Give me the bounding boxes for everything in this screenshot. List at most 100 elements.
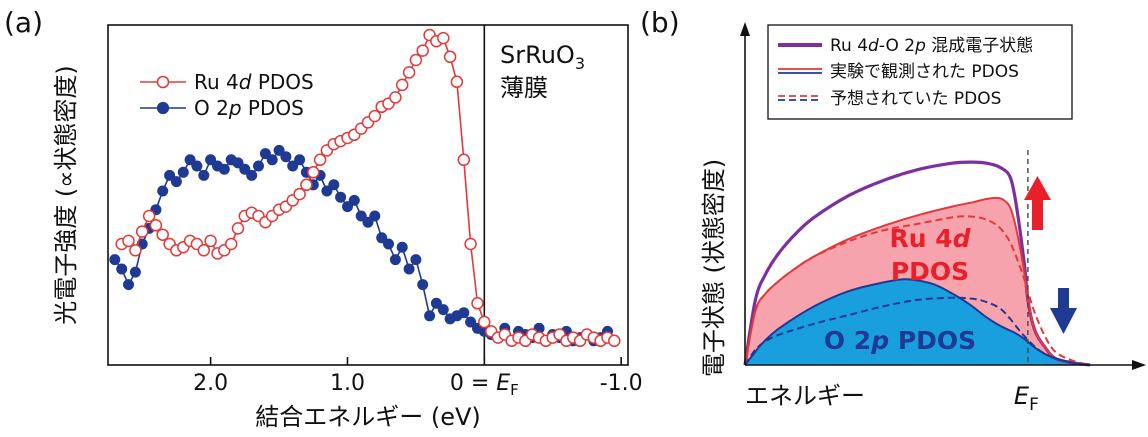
data-point-o2p	[389, 254, 401, 266]
data-point-ru4d	[135, 225, 149, 238]
data-point-ru4d	[313, 153, 327, 167]
data-point-ru4d	[478, 315, 491, 329]
legend-b: Ru 4d-O 2p 混成電子状態 実験で観測された PDOS 予想されていた …	[767, 24, 1073, 120]
data-point-ru4d	[437, 31, 450, 45]
data-point-o2p	[328, 179, 340, 191]
legend-b-label-observed: 実験で観測された PDOS	[830, 62, 1019, 82]
data-point-ru4d	[197, 244, 211, 257]
data-point-o2p	[321, 185, 333, 197]
data-point-o2p	[280, 151, 292, 163]
data-point-o2p	[109, 254, 121, 266]
data-point-o2p	[239, 163, 251, 175]
data-point-o2p	[198, 169, 210, 181]
panel-a-label: (a)	[4, 6, 43, 39]
data-point-ru4d	[457, 153, 471, 167]
fills-b	[745, 197, 1090, 365]
legend-b-label-predicted: 予想されていた PDOS	[830, 89, 1001, 109]
x-ticks-a: 2.0 1.0 0 = EF -1.0	[193, 357, 643, 399]
data-point-o2p	[342, 201, 353, 213]
data-point-o2p	[424, 310, 436, 322]
legend-item-o2p: O 2p PDOS	[140, 96, 304, 120]
x-axis-title-a: 結合エネルギー (eV)	[255, 403, 481, 431]
o2p-filled-area	[745, 279, 1090, 365]
data-point-o2p	[458, 307, 470, 319]
data-point-ru4d	[307, 166, 320, 179]
legend-b-item-observed: 実験で観測された PDOS	[778, 62, 1019, 82]
data-point-o2p	[246, 169, 258, 181]
legend-marker-o2p	[156, 101, 170, 115]
data-point-ru4d	[129, 244, 142, 257]
data-point-ru4d	[464, 237, 477, 251]
data-point-o2p	[205, 154, 217, 166]
data-point-ru4d	[395, 78, 409, 92]
legend-b-label-hybrid: Ru 4d-O 2p 混成電子状態	[830, 36, 1033, 56]
data-point-ru4d	[300, 178, 313, 192]
data-point-o2p	[191, 160, 203, 172]
data-point-ru4d	[443, 50, 457, 64]
series-group-a	[109, 28, 621, 348]
data-point-o2p	[417, 279, 429, 291]
up-arrow-shaft	[1032, 196, 1043, 230]
data-point-o2p	[259, 148, 271, 160]
data-point-ru4d	[368, 109, 382, 123]
data-point-o2p	[362, 216, 374, 228]
y-axis-title-b: 電子状態 (状態密度)	[700, 159, 728, 377]
x-axis-title-b: エネルギー	[745, 382, 865, 410]
data-point-ru4d	[389, 91, 402, 104]
data-point-ru4d	[122, 234, 135, 248]
data-point-o2p	[396, 241, 408, 253]
data-point-o2p	[465, 316, 477, 328]
data-point-ru4d	[608, 334, 621, 348]
x-axis-arrowhead	[1132, 360, 1146, 370]
data-point-o2p	[403, 263, 415, 275]
legend-b-item-predicted: 予想されていた PDOS	[778, 89, 1001, 109]
data-point-o2p	[287, 160, 299, 172]
panel-b: (b) 電子状態 (状態密度) エネルギー EF Ru 4d PDOS O 2p…	[640, 6, 1146, 415]
data-point-ru4d	[402, 66, 416, 79]
data-point-o2p	[232, 157, 244, 169]
data-point-o2p	[348, 194, 360, 206]
data-point-o2p	[355, 210, 367, 222]
data-point-o2p	[266, 154, 278, 166]
data-point-ru4d	[224, 237, 238, 251]
down-arrow-head	[1050, 308, 1077, 334]
ru4d-fill-label-line1: Ru 4d	[889, 224, 971, 253]
curve-ru4d-observed	[744, 196, 1091, 366]
panel-b-label: (b)	[640, 6, 680, 39]
panel-a: (a) 2.0 1.0 0 = EF -1.0 光電子強度 (∝状態密度) 結合エネル…	[4, 6, 643, 431]
ru4d-fill-label-line2: PDOS	[891, 257, 969, 286]
legend-a: Ru 4d PDOS O 2p PDOS	[140, 70, 314, 120]
up-arrow-head	[1024, 176, 1051, 200]
legend-label-ru4d: Ru 4d PDOS	[194, 70, 314, 94]
data-point-o2p	[184, 154, 196, 166]
down-arrow-shaft	[1058, 288, 1069, 312]
data-point-ru4d	[231, 222, 245, 235]
y-axis-title-a: 光電子強度 (∝状態密度)	[52, 65, 80, 325]
x-tick-label: 1.0	[330, 371, 365, 396]
fermi-energy-label: EF	[1014, 382, 1039, 415]
data-point-o2p	[129, 266, 141, 278]
film-label-line2: 薄膜	[500, 74, 548, 102]
curve-ru4d-predicted	[744, 215, 1091, 366]
data-point-o2p	[273, 144, 285, 156]
legend-item-ru4d: Ru 4d PDOS	[140, 70, 314, 94]
plot-frame-a	[107, 24, 629, 366]
data-point-o2p	[383, 238, 394, 250]
legend-marker-ru4d	[156, 75, 170, 89]
data-point-ru4d	[142, 209, 156, 223]
data-point-o2p	[369, 210, 381, 222]
data-point-ru4d	[409, 53, 423, 67]
data-point-ru4d	[416, 44, 429, 57]
legend-b-frame	[767, 24, 1073, 120]
x-tick-label: -1.0	[600, 371, 643, 396]
curve-o2p-predicted	[744, 296, 1091, 366]
legend-label-o2p: O 2p PDOS	[194, 96, 304, 120]
data-point-o2p	[335, 191, 347, 203]
y-axis-arrowhead	[740, 22, 750, 36]
data-point-o2p	[430, 297, 442, 309]
data-point-o2p	[437, 304, 449, 316]
data-point-o2p	[294, 154, 306, 166]
data-point-ru4d	[149, 219, 163, 232]
data-point-o2p	[253, 160, 264, 172]
